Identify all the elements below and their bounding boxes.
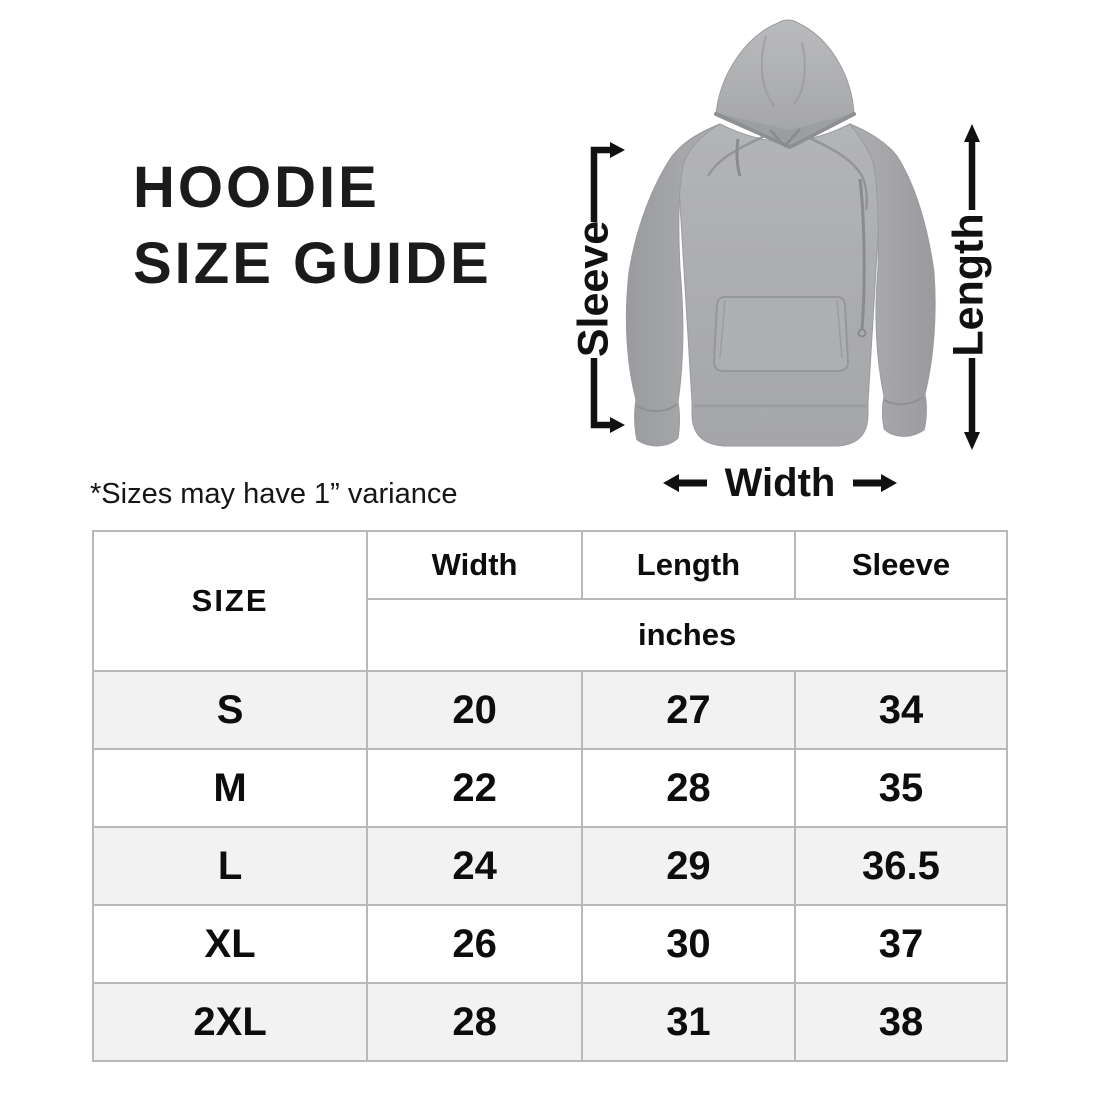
width-left-arrow-icon xyxy=(662,474,707,492)
size-cell: L xyxy=(91,826,369,906)
unit-header: inches xyxy=(366,598,1008,672)
table-row: XL 26 30 37 xyxy=(91,904,1009,984)
length-label: Length xyxy=(944,213,993,357)
length-cell: 29 xyxy=(580,826,796,906)
length-measure-arrow-icon xyxy=(964,124,980,450)
length-cell: 28 xyxy=(580,748,796,828)
size-cell: XL xyxy=(91,904,369,984)
page-title-line2: SIZE GUIDE xyxy=(133,231,492,296)
page-title: HOODIE SIZE GUIDE xyxy=(133,150,492,302)
width-label: Width xyxy=(724,460,836,505)
width-cell: 24 xyxy=(366,826,583,906)
variance-note: *Sizes may have 1” variance xyxy=(90,478,458,510)
sleeve-column-header: Sleeve xyxy=(793,530,1009,600)
size-column-header: SIZE xyxy=(91,530,369,672)
size-cell: S xyxy=(91,670,369,750)
length-column-header: Length xyxy=(580,530,796,600)
table-unit-row: inches xyxy=(93,598,1008,672)
sleeve-cell: 38 xyxy=(793,982,1009,1062)
sleeve-cell: 35 xyxy=(793,748,1009,828)
table-row: L 24 29 36.5 xyxy=(91,826,1009,906)
width-right-arrow-icon xyxy=(853,474,898,492)
page-title-line1: HOODIE xyxy=(133,155,380,220)
table-header-row: SIZE Width Length Sleeve xyxy=(91,530,1009,672)
size-cell: M xyxy=(91,748,369,828)
sleeve-cell: 37 xyxy=(793,904,1009,984)
sleeve-label: Sleeve xyxy=(569,220,618,358)
length-cell: 31 xyxy=(580,982,796,1062)
length-cell: 30 xyxy=(580,904,796,984)
sleeve-cell: 36.5 xyxy=(793,826,1009,906)
sleeve-measure-arrow-icon xyxy=(590,142,625,433)
width-cell: 26 xyxy=(366,904,583,984)
width-cell: 20 xyxy=(366,670,583,750)
table-row: 2XL 28 31 38 xyxy=(91,982,1009,1062)
sleeve-cell: 34 xyxy=(793,670,1009,750)
width-cell: 28 xyxy=(366,982,583,1062)
table-row: S 20 27 34 xyxy=(91,670,1009,750)
width-measure: Width xyxy=(645,458,915,508)
size-cell: 2XL xyxy=(91,982,369,1062)
width-cell: 22 xyxy=(366,748,583,828)
hoodie-image xyxy=(625,19,936,447)
length-cell: 27 xyxy=(580,670,796,750)
width-column-header: Width xyxy=(366,530,583,600)
table-row: M 22 28 35 xyxy=(91,748,1009,828)
size-table: SIZE Width Length Sleeve inches S 20 27 … xyxy=(91,530,1009,1062)
